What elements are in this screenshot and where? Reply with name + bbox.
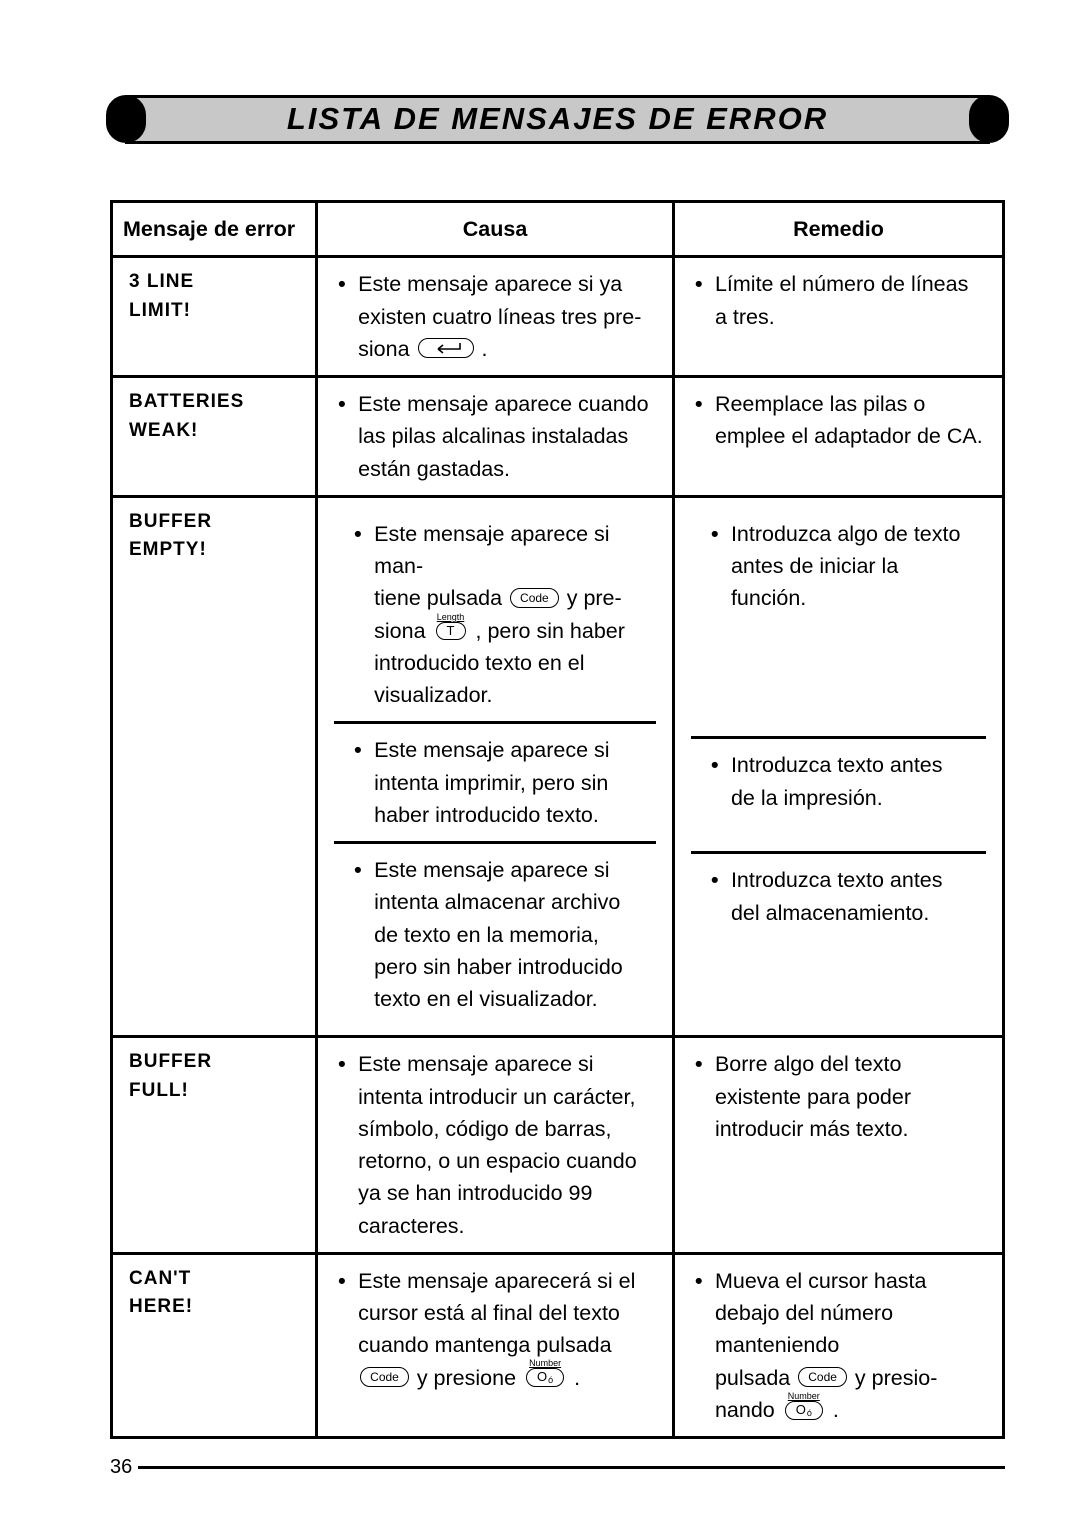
remedy-item: Introduzca texto antes de la impresión. [707,749,970,814]
cause-item: Este mensaje aparece si intenta introduc… [334,1048,656,1242]
error-name: FULL! [129,1077,299,1106]
table-row: CAN'T HERE! Este mensaje aparecerá si el… [112,1253,1004,1437]
enter-key-icon [418,338,474,359]
page-footer: 36 [110,1456,1005,1479]
error-table: Mensaje de error Causa Remedio 3 LINE LI… [110,200,1005,1439]
code-key-icon: Code [798,1367,847,1387]
o6-key-icon: Number Oó [783,1391,825,1420]
code-key-icon: Code [360,1367,409,1387]
remedy-item: Borre algo del texto existente para pode… [691,1048,986,1145]
remedy-item: Introduzca algo de texto antes de inicia… [707,518,970,615]
error-name: EMPTY! [129,536,299,565]
remedy-item: Límite el número de líneas a tres. [691,268,986,333]
cause-item: Este mensaje aparecerá si el cursor está… [334,1265,656,1394]
o6-key-icon: Number Oó [524,1358,566,1387]
cause-item: Este mensaje aparece si ya existen cuatr… [334,268,656,365]
t-key-icon: Length T [434,612,468,640]
error-name: HERE! [129,1293,299,1322]
cause-item: Este mensaje aparece si intenta almacena… [350,854,640,1015]
header-remedy: Remedio [673,202,1003,257]
page-number: 36 [110,1456,132,1479]
title-border-bottom [125,141,990,144]
remedy-item: Mueva el cursor hasta debajo del número … [691,1265,986,1426]
error-name: 3 LINE [129,268,299,297]
error-name: LIMIT! [129,297,299,326]
code-key-icon: Code [510,588,559,608]
cause-item: Este mensaje aparece cuando las pilas al… [334,388,656,485]
table-row: BUFFER FULL! Este mensaje aparece si int… [112,1037,1004,1254]
header-cause: Causa [317,202,674,257]
page-title-bar: LISTA DE MENSAJES DE ERROR [110,90,1005,150]
table-row: BUFFER EMPTY! Este mensaje aparece si ma… [112,496,1004,1037]
error-name: BUFFER [129,508,299,537]
table-row: BATTERIES WEAK! Este mensaje aparece cua… [112,377,1004,497]
error-name: BUFFER [129,1048,299,1077]
table-row: 3 LINE LIMIT! Este mensaje aparece si ya… [112,257,1004,377]
title-border-top [125,95,990,98]
header-msg: Mensaje de error [112,202,317,257]
remedy-item: Reemplace las pilas o emplee el adaptado… [691,388,986,453]
remedy-item: Introduzca texto antes del almacenamient… [707,864,970,929]
page-title: LISTA DE MENSAJES DE ERROR [110,101,1005,137]
error-name: WEAK! [129,417,299,446]
footer-line [138,1466,1005,1469]
cause-item: Este mensaje aparece si intenta imprimir… [350,734,640,831]
error-name: BATTERIES [129,388,299,417]
cause-item: Este mensaje aparece si man- tiene pulsa… [350,518,640,712]
error-name: CAN'T [129,1265,299,1294]
